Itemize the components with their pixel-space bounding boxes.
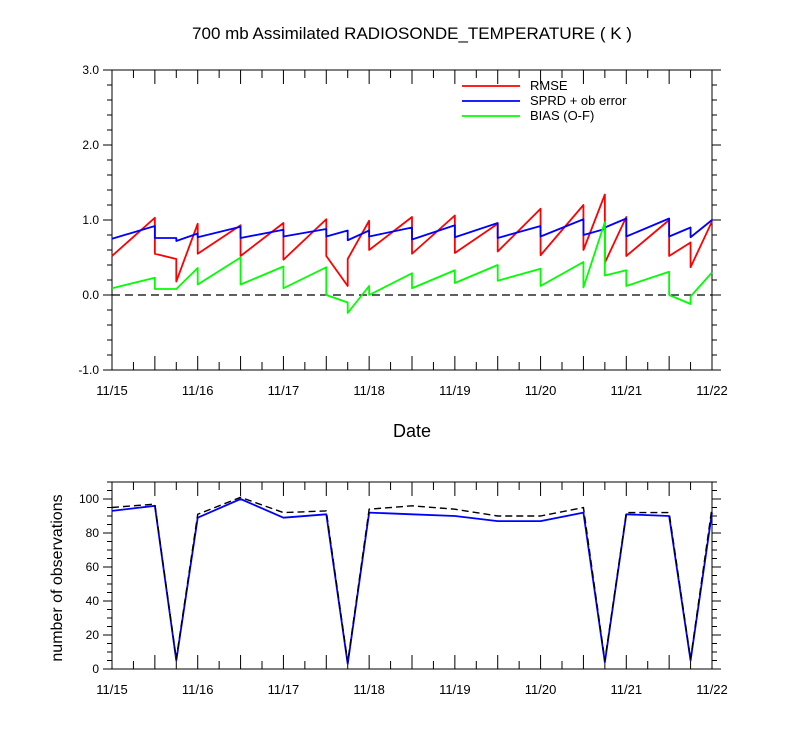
x-tick-label: 11/22 <box>696 383 728 398</box>
y-tick-label: 60 <box>86 560 100 574</box>
x-axis-label: Date <box>393 421 431 441</box>
legend-label-rmse: RMSE <box>530 78 568 93</box>
x-tick-label: 11/19 <box>439 383 471 398</box>
x-tick-label: 11/21 <box>610 383 642 398</box>
x-tick-label: 11/19 <box>439 682 471 697</box>
legend-label-bias: BIAS (O-F) <box>530 108 594 123</box>
y-tick-label: 1.0 <box>82 213 99 227</box>
y-tick-label: 80 <box>86 526 100 540</box>
observation-count-panel: 0 20 40 60 80 100 11/15 11/16 11/17 11/18 11/19 11/… <box>79 481 728 697</box>
series-line-possible <box>111 496 713 663</box>
x-tick-label: 11/22 <box>696 682 728 697</box>
y-tick-label: 0.0 <box>82 288 99 302</box>
rmse-spread-bias-panel: -1.0 0.0 1.0 2.0 3.0 11/15 11/16 11/17 11/18 11/1… <box>78 63 727 398</box>
plot-frame <box>111 481 713 670</box>
x-tick-label: 11/17 <box>268 682 300 697</box>
x-tick-label: 11/15 <box>96 682 128 697</box>
x-tick-label: 11/20 <box>525 682 557 697</box>
y-tick-label: 100 <box>79 492 99 506</box>
x-tick-label: 11/17 <box>268 383 300 398</box>
x-tick-label: 11/18 <box>353 383 385 398</box>
x-tick-label: 11/20 <box>525 383 557 398</box>
x-tick-label: 11/15 <box>96 383 128 398</box>
y-tick-label: 40 <box>86 594 100 608</box>
y-tick-label: 20 <box>86 628 100 642</box>
series-line-used <box>111 498 713 665</box>
y-tick-label: 0 <box>92 662 99 676</box>
x-tick-label: 11/21 <box>610 682 642 697</box>
legend-label-spread: SPRD + ob error <box>530 93 627 108</box>
chart-title: 700 mb Assimilated RADIOSONDE_TEMPERATUR… <box>192 24 632 43</box>
legend: RMSE SPRD + ob error BIAS (O-F) <box>462 78 627 123</box>
y-tick-label: 2.0 <box>82 138 99 152</box>
series-line-sprd-ob-error <box>111 217 713 242</box>
y-tick-label: 3.0 <box>82 63 99 77</box>
x-tick-label: 11/16 <box>182 682 214 697</box>
series-line-bias-o-f <box>111 221 713 314</box>
x-tick-label: 11/18 <box>353 682 385 697</box>
x-tick-label: 11/16 <box>182 383 214 398</box>
y-tick-label: -1.0 <box>78 363 99 377</box>
bottom-y-axis-label: number of observations <box>49 494 66 661</box>
